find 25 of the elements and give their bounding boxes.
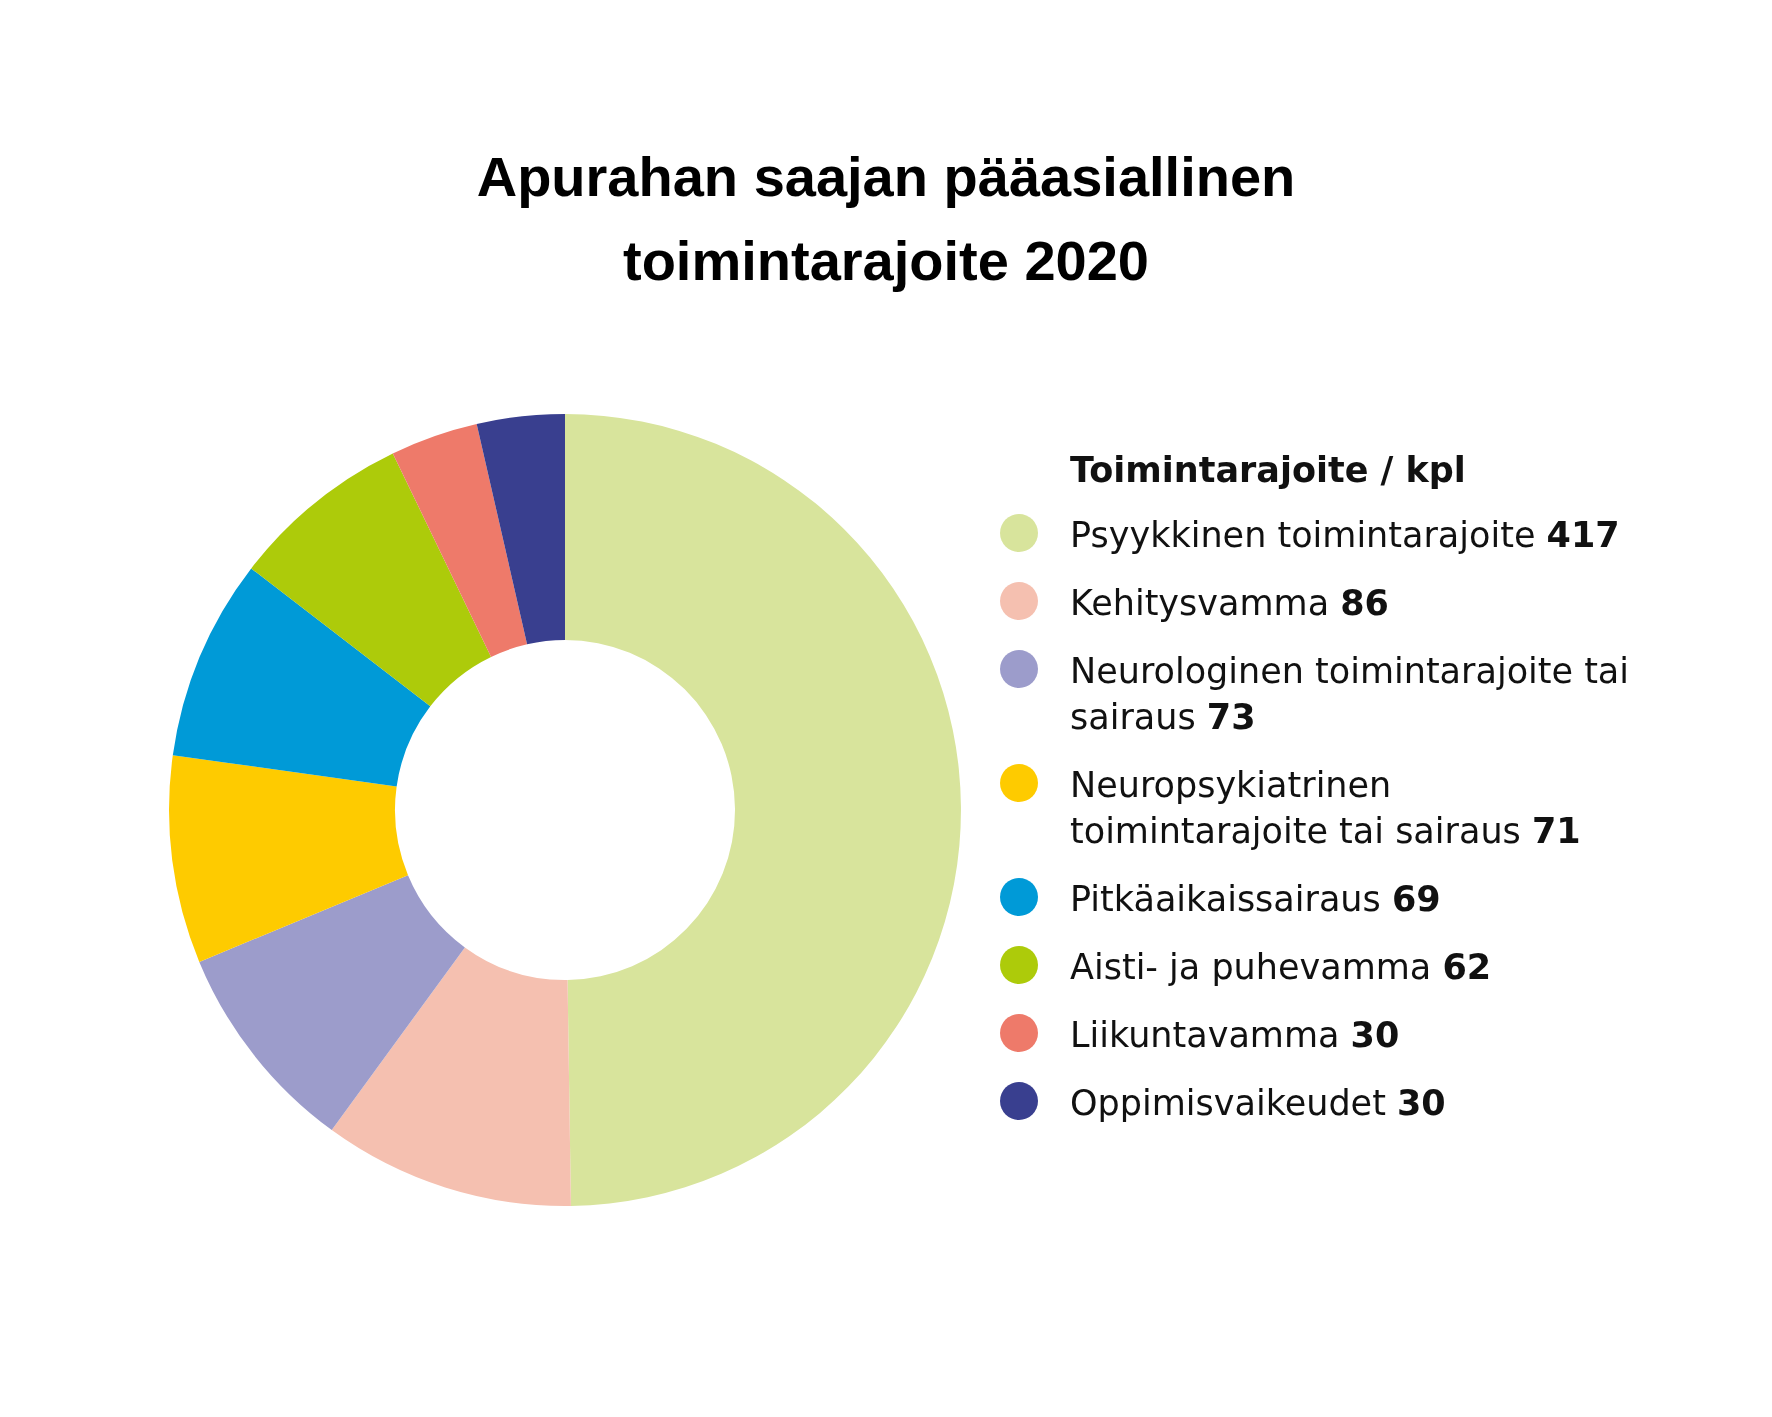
legend-label: Neuropsykiatrinen toimintarajoite tai sairaus [1070, 765, 1521, 851]
data-label: 30 [1396, 1083, 1446, 1123]
data-label: 86 [1340, 583, 1389, 623]
data-label: 71 [1531, 811, 1581, 851]
donut-slice [251, 453, 492, 707]
donut-slice [476, 414, 565, 645]
donut-slice [169, 755, 408, 962]
legend-label: Liikuntavamma [1070, 1015, 1340, 1055]
legend-label: Kehitysvamma [1070, 583, 1330, 623]
data-label: 69 [1391, 879, 1441, 919]
donut-slice [392, 423, 528, 657]
data-label: 30 [1350, 1015, 1400, 1055]
legend-label: Aisti- ja puhevamma [1070, 947, 1432, 987]
legend-label: Pitkäaikaissairaus [1070, 879, 1381, 919]
donut-slice [172, 568, 431, 787]
legend-label: Oppimisvaikeudet [1070, 1083, 1386, 1123]
donut-slice [199, 875, 465, 1131]
legend-title: Toimintarajoite / kpl [1070, 450, 1467, 490]
data-label: 73 [1206, 697, 1256, 737]
chart-title: Apurahan saajan pääasiallinen toimintarajoite 2020 [475, 144, 1297, 294]
legend-label: Psyykkinen toimintarajoite [1070, 515, 1536, 555]
donut-slice [565, 414, 961, 1206]
donut-slice [331, 947, 571, 1206]
data-label: 417 [1546, 515, 1620, 555]
data-label: 62 [1442, 947, 1492, 987]
